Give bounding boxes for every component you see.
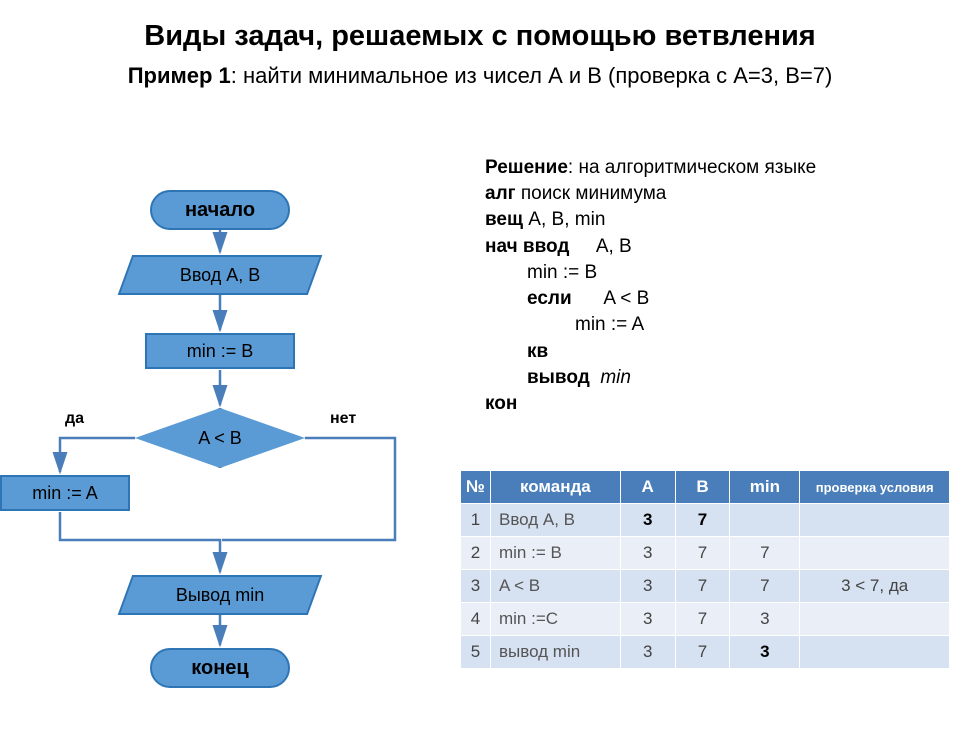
table-header-cell: min xyxy=(730,471,800,504)
table-row: 5вывод min373 xyxy=(461,636,950,669)
table-cell: 7 xyxy=(675,504,730,537)
flow-input: Ввод А, В xyxy=(118,255,323,295)
table-cell: 1 xyxy=(461,504,491,537)
table-cell: 3 xyxy=(620,504,675,537)
subtitle-rest: : найти минимальное из чисел А и В (пров… xyxy=(231,63,833,88)
table-cell: min := B xyxy=(490,537,620,570)
flow-output: Вывод min xyxy=(118,575,323,615)
subtitle-bold: Пример 1 xyxy=(128,63,231,88)
flow-decision: A < B xyxy=(135,408,305,468)
subtitle: Пример 1: найти минимальное из чисел А и… xyxy=(0,63,960,89)
table-cell: Ввод А, В xyxy=(490,504,620,537)
table-cell: min :=C xyxy=(490,603,620,636)
page-title: Виды задач, решаемых с помощью ветвления xyxy=(0,20,960,53)
table-cell xyxy=(800,603,950,636)
flow-end: конец xyxy=(150,648,290,688)
table-header-row: №командаАВminпроверка условия xyxy=(461,471,950,504)
table-cell: 7 xyxy=(675,603,730,636)
table-row: 3A < B3773 < 7, да xyxy=(461,570,950,603)
table-cell: 4 xyxy=(461,603,491,636)
table-cell: 7 xyxy=(730,570,800,603)
table-cell: 3 xyxy=(730,603,800,636)
table-row: 1Ввод А, В37 xyxy=(461,504,950,537)
table-header-cell: В xyxy=(675,471,730,504)
flow-yes-label: да xyxy=(65,410,84,428)
flow-assign2: min := A xyxy=(0,475,130,511)
table-cell: 3 xyxy=(730,636,800,669)
table-cell: 7 xyxy=(675,537,730,570)
table-row: 4min :=C373 xyxy=(461,603,950,636)
table-cell: 2 xyxy=(461,537,491,570)
table-body: 1Ввод А, В372min := B3773A < B3773 < 7, … xyxy=(461,504,950,669)
table-cell xyxy=(730,504,800,537)
table-cell xyxy=(800,504,950,537)
flow-assign1: min := B xyxy=(145,333,295,369)
table-cell: 7 xyxy=(730,537,800,570)
table-header-cell: № xyxy=(461,471,491,504)
table-header-cell: проверка условия xyxy=(800,471,950,504)
table-header-cell: команда xyxy=(490,471,620,504)
table-cell: A < B xyxy=(490,570,620,603)
table-cell: 3 xyxy=(620,636,675,669)
table-cell: 7 xyxy=(675,570,730,603)
table-cell: 5 xyxy=(461,636,491,669)
table-cell: 3 xyxy=(461,570,491,603)
table-cell: 3 xyxy=(620,603,675,636)
table-row: 2min := B377 xyxy=(461,537,950,570)
table-cell: 3 xyxy=(620,537,675,570)
table-cell: вывод min xyxy=(490,636,620,669)
flow-start: начало xyxy=(150,190,290,230)
table-cell xyxy=(800,636,950,669)
table-cell: 3 xyxy=(620,570,675,603)
table-cell: 7 xyxy=(675,636,730,669)
flowchart: начало Ввод А, В min := B A < B да нет m… xyxy=(10,180,450,720)
table-cell: 3 < 7, да xyxy=(800,570,950,603)
table-header-cell: А xyxy=(620,471,675,504)
table-head: №командаАВminпроверка условия xyxy=(461,471,950,504)
table-cell xyxy=(800,537,950,570)
flow-no-label: нет xyxy=(330,410,356,428)
trace-table: №командаАВminпроверка условия 1Ввод А, В… xyxy=(460,470,950,669)
algorithm-code: Решение: на алгоритмическом языке алг по… xyxy=(485,155,945,417)
